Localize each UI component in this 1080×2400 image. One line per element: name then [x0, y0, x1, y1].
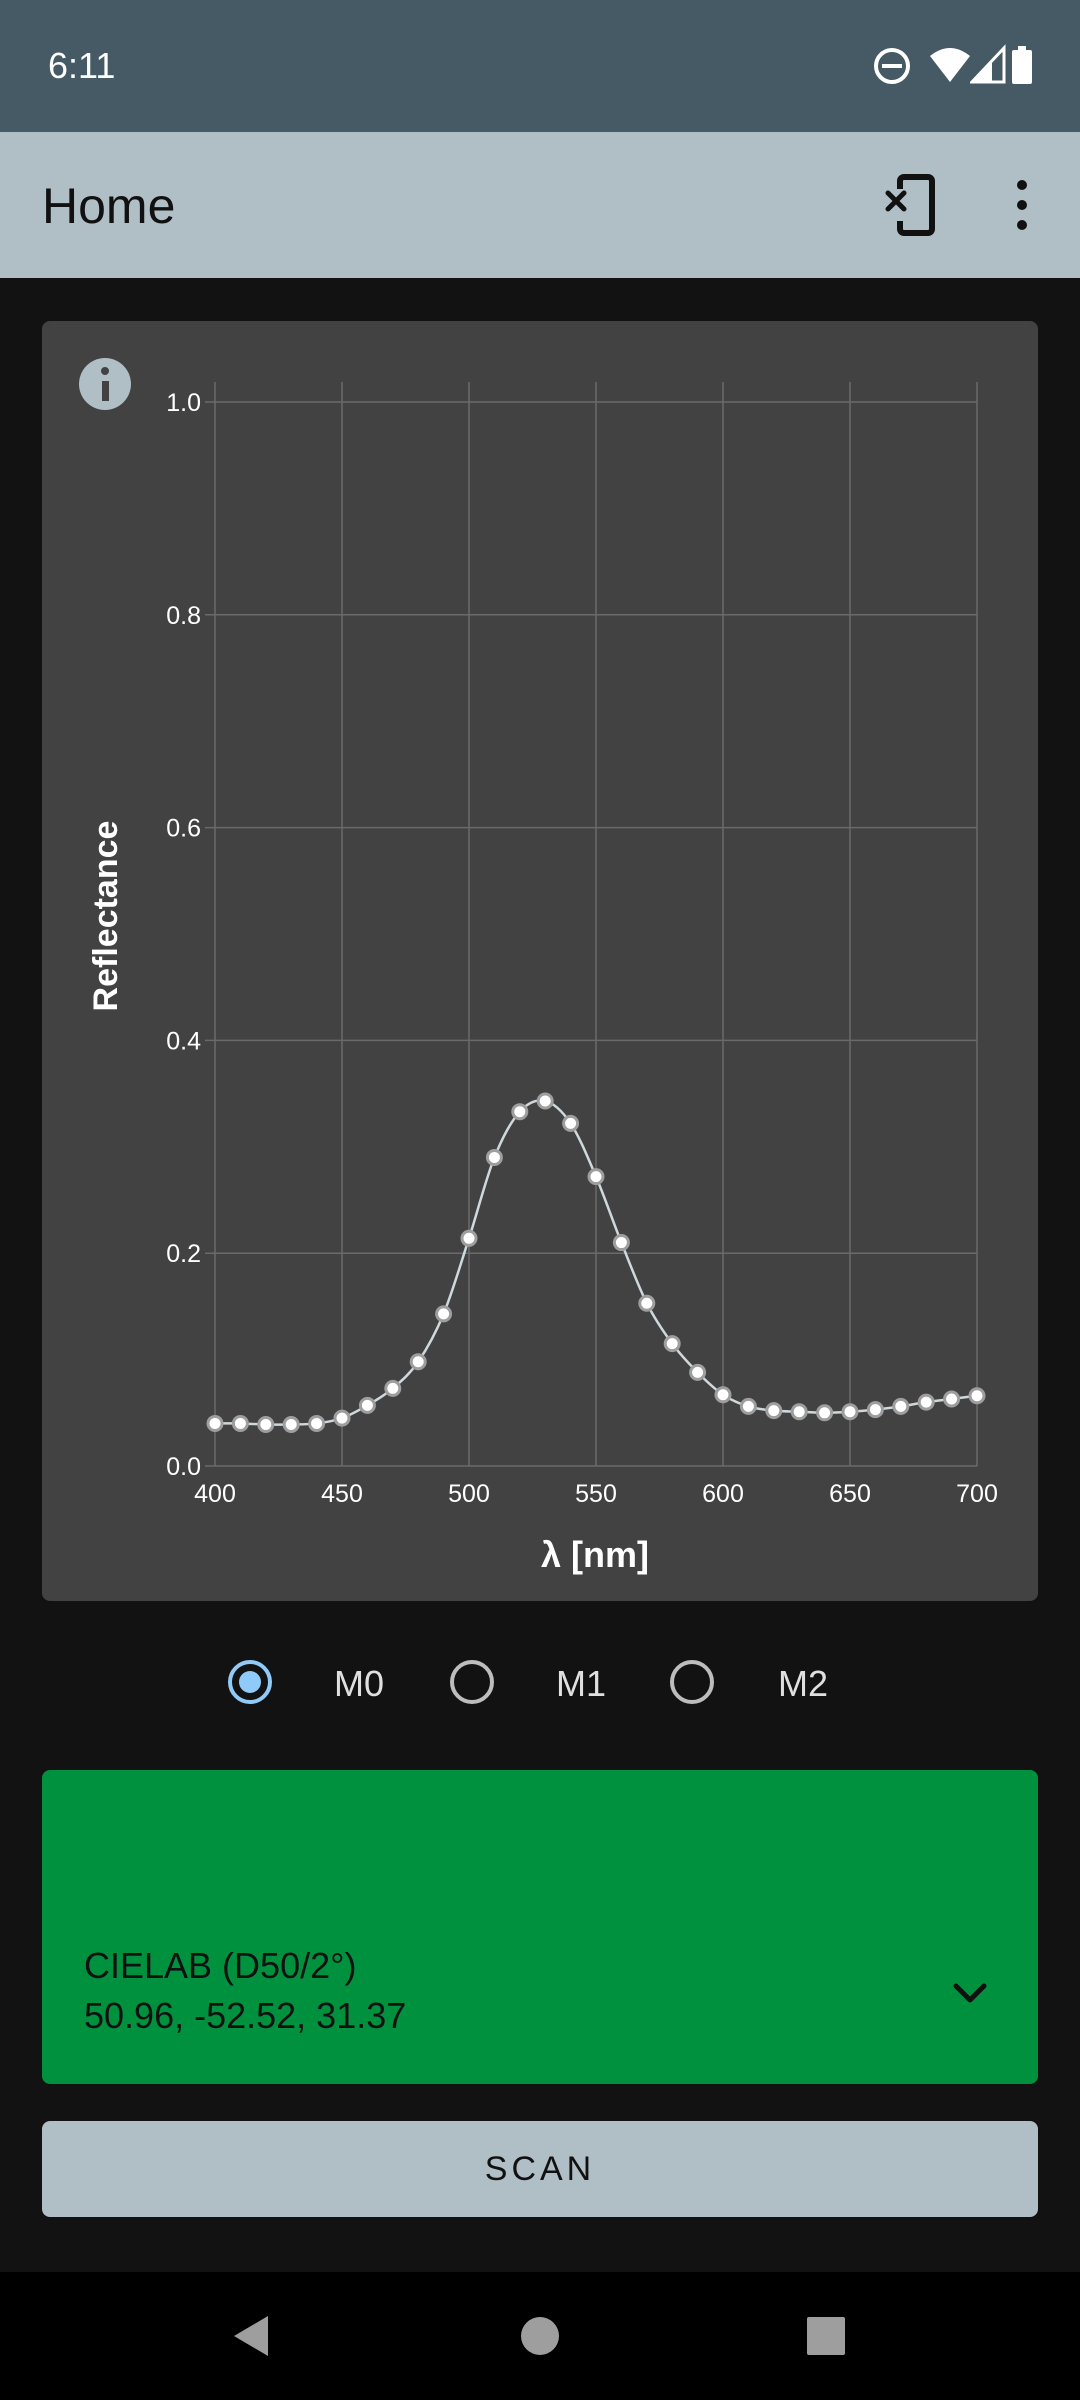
data-point — [663, 1335, 681, 1353]
data-point — [638, 1294, 656, 1312]
data-point — [714, 1386, 732, 1404]
data-point — [460, 1229, 478, 1247]
chevron-down-icon[interactable] — [942, 1966, 998, 2022]
chart-axes: 400 450 500 550 600 650 700 0.0 0.2 0.4 0.6 0.8 1.0 — [166, 389, 998, 1508]
reflectance-chart-card: 400 450 500 550 600 650 700 0.0 0.2 0.4 0.6 0.8 1.0 … — [42, 321, 1038, 1601]
data-point — [231, 1414, 249, 1432]
color-result-card[interactable]: CIELAB (D50/2°) 50.96, -52.52, 31.37 — [42, 1770, 1038, 2084]
radio-m0[interactable] — [228, 1660, 272, 1704]
data-point — [282, 1416, 300, 1434]
data-point — [917, 1393, 935, 1411]
chart-series — [206, 1092, 986, 1434]
back-icon[interactable] — [228, 2312, 276, 2360]
data-point — [689, 1363, 707, 1381]
x-tick-label: 700 — [956, 1480, 998, 1508]
scan-button[interactable]: SCAN — [42, 2121, 1038, 2217]
data-point — [562, 1114, 580, 1132]
radio-m2[interactable] — [670, 1660, 714, 1704]
disconnect-device-button[interactable] — [870, 163, 954, 247]
data-point — [968, 1387, 986, 1405]
y-tick-label: 0.0 — [166, 1453, 201, 1481]
app-bar: Home — [0, 132, 1080, 278]
data-point — [511, 1103, 529, 1121]
data-point — [892, 1397, 910, 1415]
y-tick-label: 0.4 — [166, 1027, 201, 1055]
recents-icon[interactable] — [802, 2312, 850, 2360]
y-tick-label: 0.2 — [166, 1240, 201, 1268]
y-tick-label: 0.8 — [166, 602, 201, 630]
data-point — [765, 1402, 783, 1420]
data-point — [358, 1396, 376, 1414]
data-point — [536, 1092, 554, 1110]
data-point — [257, 1416, 275, 1434]
y-axis-label: Reflectance — [87, 821, 125, 1012]
more-vert-icon — [1017, 180, 1027, 230]
battery-icon — [1012, 46, 1032, 84]
data-point — [435, 1305, 453, 1323]
more-options-button[interactable] — [980, 163, 1064, 247]
data-point — [943, 1390, 961, 1408]
data-point — [790, 1403, 808, 1421]
x-tick-label: 600 — [702, 1480, 744, 1508]
data-point — [587, 1168, 605, 1186]
y-tick-label: 1.0 — [166, 389, 201, 417]
system-nav-bar — [0, 2272, 1080, 2400]
radio-label-m1[interactable]: M1 — [556, 1663, 607, 1704]
data-point — [612, 1234, 630, 1252]
data-point — [816, 1404, 834, 1422]
data-point — [206, 1414, 224, 1432]
reflectance-chart: 400 450 500 550 600 650 7000.00.20.40.60.81.0 … — [79, 358, 998, 1575]
data-point — [333, 1409, 351, 1427]
data-point — [485, 1148, 503, 1166]
radio-m1[interactable] — [450, 1660, 494, 1704]
x-tick-label: 400 — [194, 1480, 236, 1508]
chart-grid — [205, 382, 978, 1467]
x-axis-label: λ [nm] — [541, 1534, 649, 1575]
data-point — [739, 1397, 757, 1415]
x-tick-label: 450 — [321, 1480, 363, 1508]
status-time: 6:11 — [48, 45, 116, 86]
status-bar: 6:11 — [0, 0, 1080, 132]
data-point — [409, 1353, 427, 1371]
measurement-mode-group: M0 M1 M2 — [0, 1650, 1080, 1722]
color-values: 50.96, -52.52, 31.37 — [84, 1995, 407, 2036]
data-point — [841, 1403, 859, 1421]
y-tick-label: 0.6 — [166, 815, 201, 843]
radio-label-m0[interactable]: M0 — [334, 1663, 385, 1704]
do-not-disturb-icon — [874, 48, 910, 84]
data-point — [308, 1414, 326, 1432]
x-tick-label: 550 — [575, 1480, 617, 1508]
data-point — [866, 1401, 884, 1419]
x-tick-label: 650 — [829, 1480, 871, 1508]
info-button[interactable] — [79, 358, 131, 410]
x-tick-label: 500 — [448, 1480, 490, 1508]
radio-label-m2[interactable]: M2 — [778, 1663, 829, 1704]
page-title: Home — [42, 178, 176, 234]
wifi-icon — [930, 48, 970, 82]
data-point — [384, 1379, 402, 1397]
color-space-label: CIELAB (D50/2°) — [84, 1945, 357, 1986]
disconnect-device-icon — [885, 174, 935, 236]
home-icon[interactable] — [516, 2312, 564, 2360]
cell-signal-icon — [970, 44, 1006, 84]
